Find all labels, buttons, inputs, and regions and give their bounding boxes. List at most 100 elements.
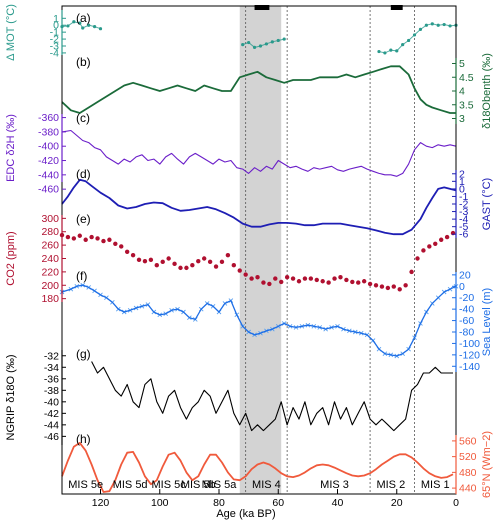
mis-label: MIS 5b bbox=[181, 479, 216, 491]
panel-4-point bbox=[154, 262, 159, 268]
panel-4-point bbox=[172, 261, 177, 267]
mis-label: MIS 5a bbox=[202, 479, 238, 491]
panel-4-point bbox=[255, 275, 260, 280]
mis-label: MIS 1 bbox=[421, 479, 450, 491]
panel-4-point bbox=[136, 257, 142, 263]
panel-4-point bbox=[397, 287, 402, 292]
panel-4-point bbox=[279, 279, 284, 285]
panel-5-tick-label: 0 bbox=[459, 281, 465, 293]
panel-7-tick-label: 480 bbox=[459, 467, 477, 479]
panel-3-tick-label: 0 bbox=[459, 183, 465, 195]
panel-6-tick-label: -44 bbox=[44, 419, 59, 431]
panel-0-line-0 bbox=[61, 21, 101, 30]
panel-7-tick-label: 520 bbox=[459, 451, 477, 463]
panel-0-tick-label: -2 bbox=[50, 34, 59, 46]
panel-7-tick-label: 560 bbox=[459, 435, 477, 447]
panel-2-tick-label: -360 bbox=[38, 112, 59, 124]
panel-4-tick-label: 300 bbox=[41, 213, 59, 225]
panel-3-tick-label: -5 bbox=[459, 221, 468, 233]
panel-4-tick-label: 260 bbox=[41, 240, 59, 252]
panel-6-tick-label: -34 bbox=[44, 362, 59, 374]
panel-0-tick-label: -3 bbox=[50, 41, 59, 53]
panel-3-tick-label: -4 bbox=[459, 214, 468, 226]
panel-4-point bbox=[367, 281, 373, 287]
panel-2-tick-label: -460 bbox=[38, 184, 59, 196]
panel-5-line bbox=[61, 284, 457, 357]
panel-4-point bbox=[142, 258, 148, 264]
panel-4-point bbox=[196, 258, 201, 264]
panel-4-point bbox=[130, 252, 136, 258]
panel-4-point bbox=[83, 237, 88, 242]
panel-4-tick-label: 220 bbox=[41, 266, 59, 278]
x-axis-label: Age (ka BP) bbox=[216, 508, 275, 520]
panel-4-point bbox=[438, 237, 444, 242]
panel-7-line bbox=[61, 442, 454, 493]
panel-3-ylabel: GAST (°C) bbox=[481, 178, 493, 230]
panel-5-tick-label: -20 bbox=[459, 292, 474, 304]
panel-4-point bbox=[71, 236, 77, 241]
panel-4-point bbox=[231, 262, 237, 268]
panel-5-tick-label: -100 bbox=[459, 338, 480, 350]
panel-4-point bbox=[249, 276, 254, 281]
panel-2-line bbox=[61, 129, 457, 177]
panel-5-tick-label: -40 bbox=[459, 304, 474, 316]
panel-5-tick-label: -140 bbox=[459, 361, 480, 373]
panel-5-ylabel: Sea Level (m) bbox=[481, 288, 493, 356]
panel-4-point bbox=[261, 280, 266, 285]
panel-0-tick-label: -4 bbox=[50, 47, 59, 59]
panel-4-point bbox=[421, 248, 426, 253]
x-tick-label: 40 bbox=[332, 497, 344, 509]
panel-4-point bbox=[89, 234, 94, 240]
panel-4-ylabel: CO2 (ppm) bbox=[5, 231, 17, 285]
panel-4-point bbox=[124, 249, 130, 255]
panel-4-point bbox=[379, 284, 385, 289]
panel-4-tick-label: 240 bbox=[41, 253, 59, 265]
panel-1-tick-label: 4.5 bbox=[459, 72, 474, 84]
panel-4-point bbox=[267, 281, 272, 287]
x-tick-label: 80 bbox=[213, 497, 225, 509]
panel-7-ylabel: 65°N (Wm−2) bbox=[481, 431, 493, 498]
panel-1-label: (b) bbox=[76, 55, 91, 69]
panel-0-line-1 bbox=[242, 38, 285, 48]
x-tick-label: 20 bbox=[391, 497, 403, 509]
panel-3-label: (d) bbox=[76, 167, 91, 181]
panel-4-point bbox=[344, 277, 349, 283]
panel-6-tick-label: -46 bbox=[44, 431, 59, 443]
panel-6-label: (g) bbox=[76, 347, 91, 361]
panel-4-point bbox=[415, 256, 420, 261]
mis-label: MIS 4 bbox=[252, 479, 281, 491]
panel-4-tick-label: 180 bbox=[41, 293, 59, 305]
black-bar-0 bbox=[254, 5, 270, 10]
panel-4-tick-label: 200 bbox=[41, 280, 59, 292]
panel-4-point bbox=[284, 275, 290, 280]
panel-3-tick-label: -1 bbox=[459, 191, 468, 203]
panel-4-point bbox=[332, 276, 337, 281]
panel-0-tick-label: 0 bbox=[53, 20, 59, 32]
panel-4-point bbox=[77, 233, 82, 238]
panel-1-tick-label: 5 bbox=[459, 58, 465, 70]
panel-0-point bbox=[377, 49, 381, 54]
panel-4-point bbox=[308, 276, 314, 281]
panel-1-tick-label: 3.5 bbox=[459, 99, 474, 111]
panel-4-point bbox=[273, 276, 278, 281]
panel-0-label: (a) bbox=[76, 11, 91, 25]
panel-0-tick-label: -1 bbox=[50, 27, 59, 39]
panel-6-tick-label: -32 bbox=[44, 350, 59, 362]
panel-3-tick-label: -6 bbox=[459, 229, 468, 241]
mis-label: MIS 3 bbox=[320, 479, 349, 491]
panel-4-point bbox=[190, 262, 195, 268]
mis-label: MIS 5c bbox=[152, 479, 187, 491]
panel-2-tick-label: -400 bbox=[38, 141, 59, 153]
panel-4-point bbox=[338, 275, 343, 280]
x-tick-label: 60 bbox=[272, 497, 284, 509]
panel-4-point bbox=[302, 276, 308, 281]
panel-4-point bbox=[326, 280, 331, 285]
x-tick-label: 0 bbox=[453, 497, 459, 509]
panel-1-tick-label: 3 bbox=[459, 113, 465, 125]
panel-6-tick-label: -38 bbox=[44, 385, 59, 397]
panel-4-point bbox=[385, 285, 391, 291]
x-tick-label: 100 bbox=[151, 497, 169, 509]
panel-3-tick-label: 1 bbox=[459, 176, 465, 188]
panel-4-point bbox=[373, 283, 379, 288]
